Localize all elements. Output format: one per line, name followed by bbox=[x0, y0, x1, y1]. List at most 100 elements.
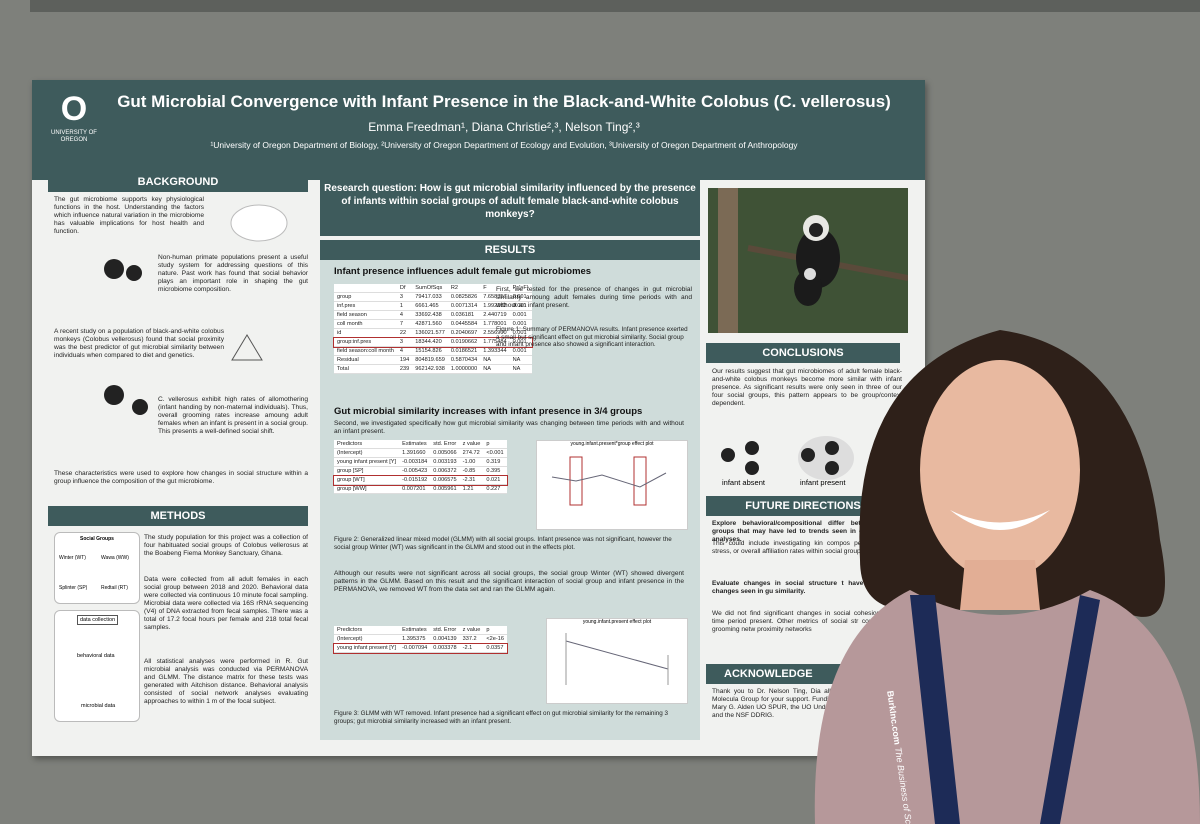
table-cell: -0.85 bbox=[459, 466, 484, 476]
box-label: behavioral data bbox=[77, 653, 115, 659]
table-cell: (Intercept) bbox=[334, 448, 400, 458]
heading: CONCLUSIONS bbox=[706, 343, 900, 363]
table-cell: 2.440719 bbox=[480, 310, 510, 320]
table-cell: 1.778001 bbox=[480, 319, 510, 329]
table-row: (Intercept) 1.391660 0.005066 274.72 <0.001 bbox=[334, 448, 507, 458]
table-cell: 0.001 bbox=[509, 319, 532, 329]
table-cell: -0.003184 bbox=[399, 457, 431, 467]
plot-area bbox=[551, 456, 667, 506]
permanova-table: Df SumOfSqs R2 F Pr(>F) group 3 79417.033 0.0825… bbox=[333, 284, 533, 374]
paragraph: Non-human primate populations present a … bbox=[158, 254, 308, 293]
caption: Figure 3: GLMM with WT removed. Infant p… bbox=[334, 710, 668, 725]
table-cell: 0.036181 bbox=[447, 310, 481, 320]
paragraph: This could include investigating kin com… bbox=[712, 540, 902, 555]
table-cell: 0.227 bbox=[483, 484, 507, 494]
plot-title: young.infant.present effect plot bbox=[582, 619, 652, 625]
table-cell: <0.001 bbox=[483, 448, 507, 458]
caption: Figure 2: Generalized linear mixed model… bbox=[334, 536, 672, 551]
column-header: std. Error bbox=[430, 440, 460, 449]
group-label: Wawa (WW) bbox=[101, 555, 129, 561]
table-cell: 1.775484 bbox=[480, 337, 510, 347]
table-cell: 3 bbox=[396, 292, 413, 302]
table-cell: 0.006575 bbox=[430, 475, 460, 485]
plot-area bbox=[565, 633, 669, 685]
data-collection-box: data collection behavioral data microbia… bbox=[54, 610, 140, 722]
table-header: Predictors Estimates std. Error z value p bbox=[334, 626, 507, 635]
table-cell: -2.31 bbox=[459, 475, 484, 485]
table-row: group 3 79417.033 0.0825826 7.658357 0.001 bbox=[334, 292, 532, 302]
logo-text: UNIVERSITY OF OREGON bbox=[51, 130, 97, 143]
table-cell: 0.0186521 bbox=[447, 346, 481, 356]
table-cell: 3 bbox=[396, 337, 413, 347]
table-cell: coll month bbox=[334, 319, 397, 329]
logo: O bbox=[60, 90, 88, 128]
glmm-table: Predictors Estimates std. Error z value p (In… bbox=[333, 440, 508, 494]
table-cell: field season bbox=[334, 310, 397, 320]
table-cell: young infant present [Y] bbox=[334, 457, 400, 467]
table-cell: 0.007201 bbox=[399, 484, 431, 494]
table-cell: (Intercept) bbox=[334, 634, 400, 644]
effect-plot: young.infant.present effect plot bbox=[546, 618, 688, 704]
table-cell: group [SP] bbox=[334, 466, 400, 476]
paragraph: A recent study on a population of black-… bbox=[54, 328, 224, 359]
microbe-dish bbox=[230, 204, 288, 242]
table-cell: 6661.465 bbox=[412, 301, 448, 311]
column-header: Estimates bbox=[399, 626, 431, 635]
table-cell: 0.001 bbox=[509, 310, 532, 320]
column-header: R2 bbox=[447, 284, 481, 293]
group-label: Redtail (RT) bbox=[101, 585, 128, 591]
table-cell: 0.001 bbox=[509, 337, 532, 347]
paragraph: Although our results were not significan… bbox=[334, 570, 684, 593]
table-cell: Residual bbox=[334, 355, 397, 365]
table-cell: 0.2040697 bbox=[447, 328, 481, 338]
table-cell: young infant present [Y] bbox=[334, 643, 400, 653]
lanyard bbox=[910, 595, 1100, 824]
table-cell: 0.0825826 bbox=[447, 292, 481, 302]
heading: FUTURE DIRECTIONS bbox=[706, 496, 900, 516]
table-cell: 0.001 bbox=[509, 346, 532, 356]
glmm-table-2: Predictors Estimates std. Error z value p (In… bbox=[333, 626, 508, 654]
paragraph: These characteristics were used to explo… bbox=[54, 470, 308, 485]
table-cell: 18344.420 bbox=[412, 337, 448, 347]
table-cell: NA bbox=[509, 364, 532, 374]
table-cell: 0.001 bbox=[509, 301, 532, 311]
effect-line bbox=[551, 472, 667, 488]
table-cell: NA bbox=[480, 355, 510, 365]
monkey-icon bbox=[126, 265, 142, 281]
paragraph: The study population for this project wa… bbox=[144, 534, 308, 557]
column-header: std. Error bbox=[430, 626, 460, 635]
affiliations: ¹University of Oregon Department of Biol… bbox=[210, 140, 798, 150]
table-cell: 0.001 bbox=[509, 328, 532, 338]
sweater bbox=[814, 590, 1200, 824]
table-row: group [WT] -0.015192 0.006575 -2.31 0.021 bbox=[333, 474, 508, 486]
table-cell: 2.556900 bbox=[480, 328, 510, 338]
table-cell: 7.658357 bbox=[480, 292, 510, 302]
colobus-photo bbox=[708, 188, 908, 333]
table-row: young infant present [Y] -0.003184 0.00319… bbox=[334, 457, 507, 467]
table-cell: 7 bbox=[396, 319, 413, 329]
paragraph: Data were collected from all adult femal… bbox=[144, 576, 308, 631]
title: Gut Microbial Convergence with Infant Pr… bbox=[117, 92, 891, 111]
table-cell: 0.021 bbox=[483, 475, 507, 485]
effect-plot: young.infant.present*group effect plot bbox=[536, 440, 688, 530]
table-cell: 0.001 bbox=[509, 292, 532, 302]
caption: Figure 1: Summary of PERMANOVA results. … bbox=[496, 326, 688, 349]
table-row: group [WW] 0.007201 0.005961 1.21 0.227 bbox=[334, 484, 507, 494]
table-cell: -0.007094 bbox=[399, 643, 431, 653]
box-title: data collection bbox=[77, 615, 119, 625]
table-cell: 0.006372 bbox=[430, 466, 460, 476]
table-cell: 274.72 bbox=[459, 448, 484, 458]
table-cell: Total bbox=[334, 364, 397, 374]
paragraph: Evaluate changes in social structure t h… bbox=[712, 580, 902, 595]
table-cell: 239 bbox=[396, 364, 413, 374]
neck bbox=[960, 560, 1040, 610]
table-row: coll month 7 42871.560 0.0445584 1.778001 0.0… bbox=[334, 319, 532, 329]
table-row: group [SP] -0.005423 0.006372 -0.85 0.395 bbox=[334, 466, 507, 476]
table-header: Predictors Estimates std. Error z value p bbox=[334, 440, 507, 449]
table-row: young infant present [Y] -0.007094 0.00337… bbox=[333, 642, 508, 654]
table-cell: 0.5870434 bbox=[447, 355, 481, 365]
table-cell: -1.00 bbox=[459, 457, 484, 467]
group-label: Winter (WT) bbox=[59, 555, 86, 561]
table-cell: 4 bbox=[396, 346, 413, 356]
column-header: Estimates bbox=[399, 440, 431, 449]
